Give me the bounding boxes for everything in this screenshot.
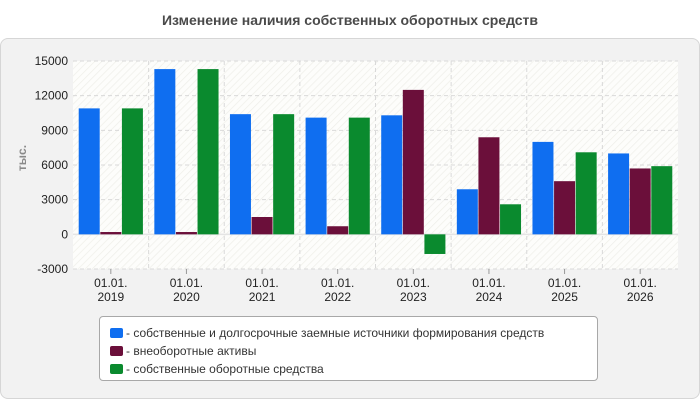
x-tick-label: 01.01. 2023 [397,276,430,304]
bar [100,232,122,235]
bar [305,117,327,235]
legend-label: - собственные оборотные средства [126,362,324,376]
y-tick-label: -3000 [37,262,68,276]
legend-label: - собственные и долгосрочные заемные ист… [126,326,545,340]
bar [554,181,576,235]
x-tick-label: 01.01. 2021 [245,276,278,304]
bar [229,114,251,235]
bar [424,234,446,254]
bar [348,117,370,235]
legend-entry: - внеоборотные активы [110,342,587,360]
legend-swatch [110,346,123,356]
bar [327,226,349,235]
legend-label: - внеоборотные активы [126,344,257,358]
x-tick-label: 01.01. 2020 [170,276,203,304]
chart-title: Изменение наличия собственных оборотных … [161,12,539,28]
legend-swatch [110,328,123,338]
bar [478,137,500,235]
x-tick-label: 01.01. 2022 [321,276,354,304]
y-tick-label: 15000 [35,54,69,68]
bar [121,108,143,235]
y-tick-label: 9000 [41,123,68,137]
bar [608,153,630,235]
bar [575,152,597,235]
bar [456,189,478,235]
bar [381,115,403,235]
bar [251,217,273,235]
bar [78,108,100,235]
legend-swatch [110,364,123,374]
y-axis-label: тыс. [15,145,29,171]
y-tick-label: 6000 [41,158,68,172]
bar [402,89,424,235]
y-tick-label: 12000 [35,89,69,103]
x-tick-label: 01.01. 2019 [94,276,127,304]
x-tick-label: 01.01. 2025 [548,276,581,304]
bar [651,166,673,235]
chart-legend: - собственные и долгосрочные заемные ист… [99,316,598,381]
bar [532,141,554,235]
bar [154,69,176,235]
y-tick-label: 0 [61,227,68,241]
bar [273,114,295,235]
bar [629,168,651,235]
bar [175,232,197,235]
bar [500,204,522,235]
x-tick-label: 01.01. 2026 [624,276,657,304]
bar [197,69,219,235]
y-tick-label: 3000 [41,193,68,207]
x-tick-label: 01.01. 2024 [472,276,505,304]
legend-entry: - собственные оборотные средства [110,360,587,378]
legend-entry: - собственные и долгосрочные заемные ист… [110,324,587,342]
